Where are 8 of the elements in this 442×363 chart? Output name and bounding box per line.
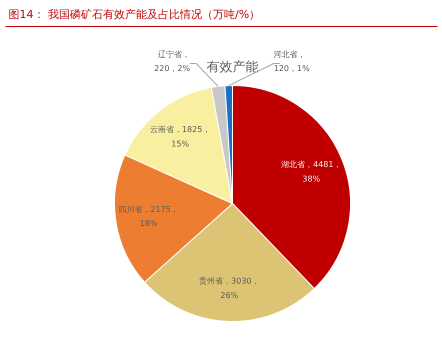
slice-label: 四川省，2175， 18% bbox=[118, 204, 179, 228]
slice-label: 辽宁省， 220，2% bbox=[154, 50, 191, 74]
slice-label: 河北省， 120，1% bbox=[274, 50, 310, 74]
slice-label: 贵州省，3030， 26% bbox=[199, 276, 260, 300]
text: 有效产能 bbox=[206, 60, 258, 75]
chart-title: 图14： 我国磷矿石有效产能及占比情况（万吨/%） bbox=[8, 8, 260, 21]
slice-label: 湖北省，4481， 38% bbox=[281, 160, 342, 184]
slice-label: 云南省，1825， 15% bbox=[150, 124, 210, 148]
